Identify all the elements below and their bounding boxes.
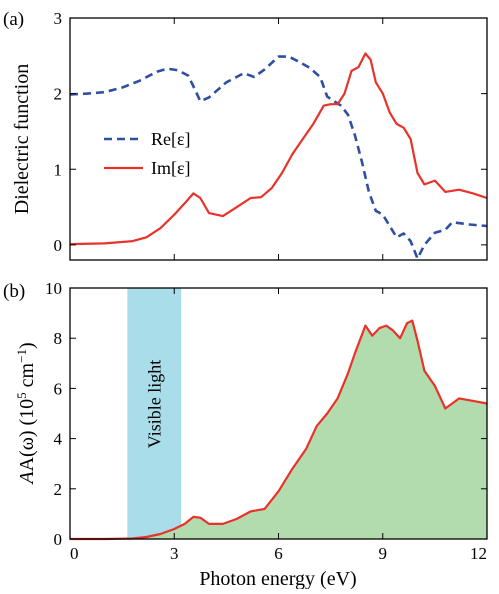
panel-label-a: (a): [3, 9, 24, 30]
visible-light-label: Visible light: [144, 360, 164, 448]
b-ytick-label: 6: [54, 379, 63, 398]
panel-label-b: (b): [3, 281, 25, 302]
visible-light-band: [127, 288, 182, 539]
b-ytick-label: 10: [45, 279, 62, 298]
a-ytick-label: 3: [54, 9, 63, 28]
panel-b-ticks: 0 2 4 6 8 10 0 3 6 9 12: [45, 279, 488, 563]
b-xtick-label: 9: [379, 544, 388, 563]
b-ytick-label: 8: [54, 329, 63, 348]
panel-a-marks: [69, 52, 488, 260]
a-ytick-label: 1: [54, 160, 63, 179]
absorption-area: [70, 320, 487, 539]
ylabel-sup1: 5: [14, 392, 29, 399]
legend-re-label: Re[ε]: [151, 129, 191, 149]
x-axis-label: Photon energy (eV): [199, 568, 356, 589]
a-ytick-label: 2: [54, 85, 63, 104]
b-ytick-label: 2: [54, 480, 63, 499]
series-line-im: [69, 52, 488, 246]
panel-b-marks: [70, 319, 488, 541]
ylabel-mid: cm: [16, 362, 38, 392]
ylabel-end: ): [16, 342, 38, 349]
panel-b-ylabel: AA(ω) (105 cm−1): [14, 342, 38, 485]
b-ytick-label: 0: [54, 530, 63, 549]
b-xtick-label: 0: [70, 544, 79, 563]
b-xtick-label: 6: [274, 544, 283, 563]
series-line-re: [69, 55, 488, 260]
panel-a: (a) 0 1 2 3 Dielectric function Re[ε] Im[ε]: [3, 9, 488, 261]
b-xtick-label: 3: [170, 544, 179, 563]
b-xtick-label: 12: [470, 544, 487, 563]
panel-b: (b) Visible light 0 2 4 6 8 10 0 3 6 9 12 AA(ω) (1…: [3, 279, 488, 590]
legend: Re[ε] Im[ε]: [104, 129, 191, 178]
panel-a-ylabel: Dielectric function: [11, 64, 33, 215]
absorption-line: [70, 319, 488, 541]
ylabel-sup2: −1: [14, 349, 29, 363]
panel-a-ticks: 0 1 2 3: [54, 9, 488, 260]
a-ytick-label: 0: [54, 236, 63, 255]
b-ytick-label: 4: [54, 430, 63, 449]
ylabel-main: A(ω) (10: [16, 399, 38, 472]
legend-im-label: Im[ε]: [151, 158, 191, 178]
